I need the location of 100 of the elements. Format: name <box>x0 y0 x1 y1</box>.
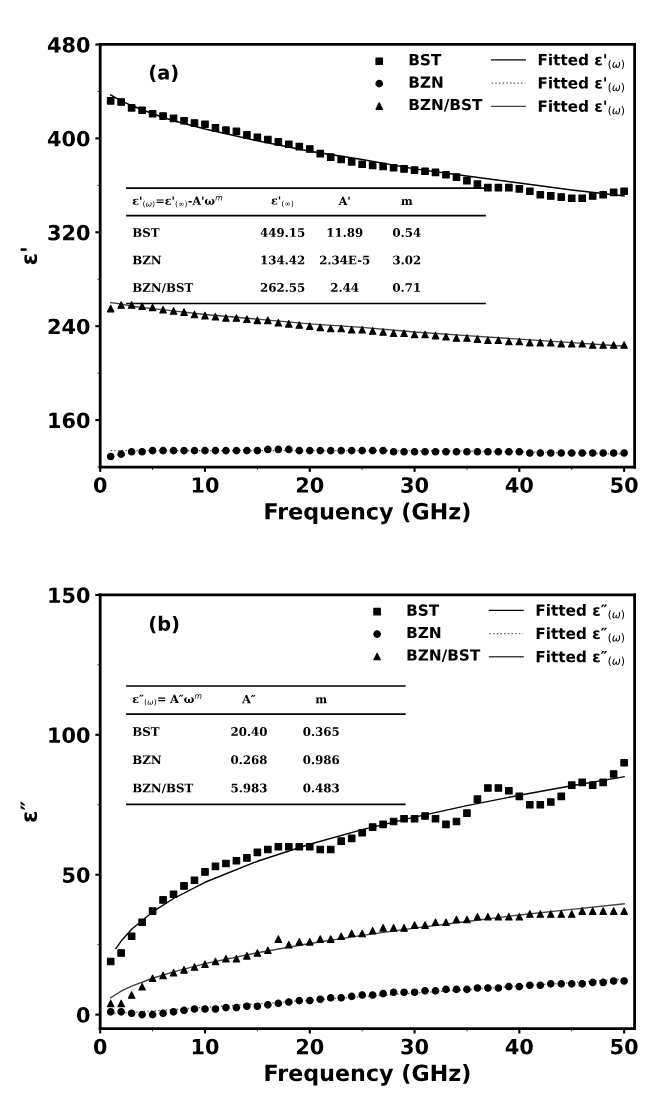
y-tick-label: 150 <box>49 587 90 604</box>
point <box>337 932 346 941</box>
point <box>305 446 314 455</box>
point <box>368 991 377 999</box>
point <box>253 949 262 957</box>
y-tick-label: 100 <box>49 727 90 744</box>
point <box>515 185 524 193</box>
y-tick-label: 480 <box>47 36 90 53</box>
point <box>400 329 408 338</box>
point <box>484 784 492 792</box>
point <box>295 321 304 329</box>
point <box>505 447 513 456</box>
point <box>588 341 597 349</box>
point <box>127 932 136 941</box>
point <box>169 1008 178 1016</box>
point <box>148 109 157 118</box>
annotation: (a) <box>149 64 178 82</box>
point <box>463 915 471 924</box>
point <box>410 988 419 997</box>
point <box>588 978 597 987</box>
point <box>138 1010 146 1019</box>
point <box>316 845 325 854</box>
point <box>431 447 440 456</box>
point <box>410 814 419 823</box>
point <box>546 192 555 200</box>
point <box>599 449 607 457</box>
point <box>442 447 450 456</box>
legend-label: BZN/BST <box>409 98 483 112</box>
point <box>159 305 167 314</box>
point <box>264 946 272 955</box>
point <box>243 315 251 323</box>
point <box>337 324 346 333</box>
point <box>526 800 534 809</box>
point <box>148 303 157 312</box>
point <box>337 994 346 1002</box>
point <box>243 952 251 960</box>
point <box>253 1002 262 1011</box>
point <box>264 316 272 325</box>
point <box>526 187 534 196</box>
point <box>127 104 136 112</box>
legend-label: Fitted ε″$_{(ω)}$ <box>536 650 625 667</box>
point <box>609 449 618 457</box>
point <box>180 116 188 125</box>
point <box>127 301 136 309</box>
point <box>599 341 607 349</box>
point <box>222 954 230 963</box>
point <box>557 980 566 988</box>
point <box>599 978 607 987</box>
point <box>379 989 387 998</box>
x-tick-label: 20 <box>296 1038 324 1055</box>
point <box>473 984 482 992</box>
point <box>452 447 461 456</box>
legend-label: Fitted ε″$_{(ω)}$ <box>536 627 625 643</box>
point <box>389 329 398 338</box>
point <box>222 1003 230 1012</box>
x-tick-label: 50 <box>611 1038 638 1055</box>
point <box>138 302 146 311</box>
point <box>264 1001 272 1009</box>
point <box>117 999 125 1008</box>
point <box>473 335 482 343</box>
text: ε'$_{(ω)}$=ε'$_{(∞)}$-A'ω$^{m}$ ε'$_{(∞)}$ A' m <box>132 196 413 208</box>
point <box>494 336 503 345</box>
point <box>494 912 503 921</box>
point <box>431 918 440 927</box>
point <box>421 921 429 929</box>
point <box>421 812 429 820</box>
point <box>347 992 356 1001</box>
x-tick-label: 30 <box>401 477 429 493</box>
point <box>431 987 440 995</box>
point <box>243 854 251 862</box>
point <box>494 984 503 992</box>
point <box>159 896 167 904</box>
point <box>473 447 482 456</box>
x-tick-label: 0 <box>93 477 107 493</box>
point <box>169 890 178 899</box>
point <box>326 324 335 333</box>
point <box>358 929 366 938</box>
point <box>442 332 450 341</box>
point <box>326 935 335 943</box>
point <box>106 97 115 105</box>
point <box>379 446 387 455</box>
point <box>463 176 471 185</box>
point <box>243 131 251 139</box>
x-tick-label: 50 <box>611 477 638 493</box>
y-axis-title: ε' <box>20 248 38 265</box>
point <box>494 447 503 456</box>
point <box>578 980 587 988</box>
point <box>316 995 325 1004</box>
point <box>557 449 566 457</box>
point <box>452 173 461 181</box>
point <box>159 446 167 455</box>
point <box>347 446 356 455</box>
point <box>295 842 304 851</box>
point <box>190 119 199 127</box>
point <box>599 778 607 787</box>
point <box>337 837 346 845</box>
point <box>326 994 335 1002</box>
x-axis-title: Frequency (GHz) <box>265 502 470 525</box>
point <box>211 124 220 132</box>
point <box>180 966 188 974</box>
